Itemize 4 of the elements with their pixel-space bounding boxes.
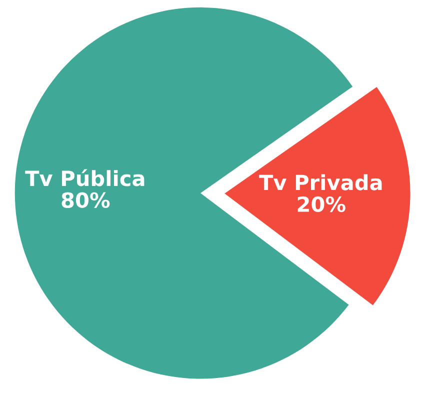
slice-label: Tv Privada [259,174,382,190]
slice-label: Tv Pública [25,169,144,186]
data-label: 80% [62,192,110,208]
data-label: 20% [298,196,346,212]
